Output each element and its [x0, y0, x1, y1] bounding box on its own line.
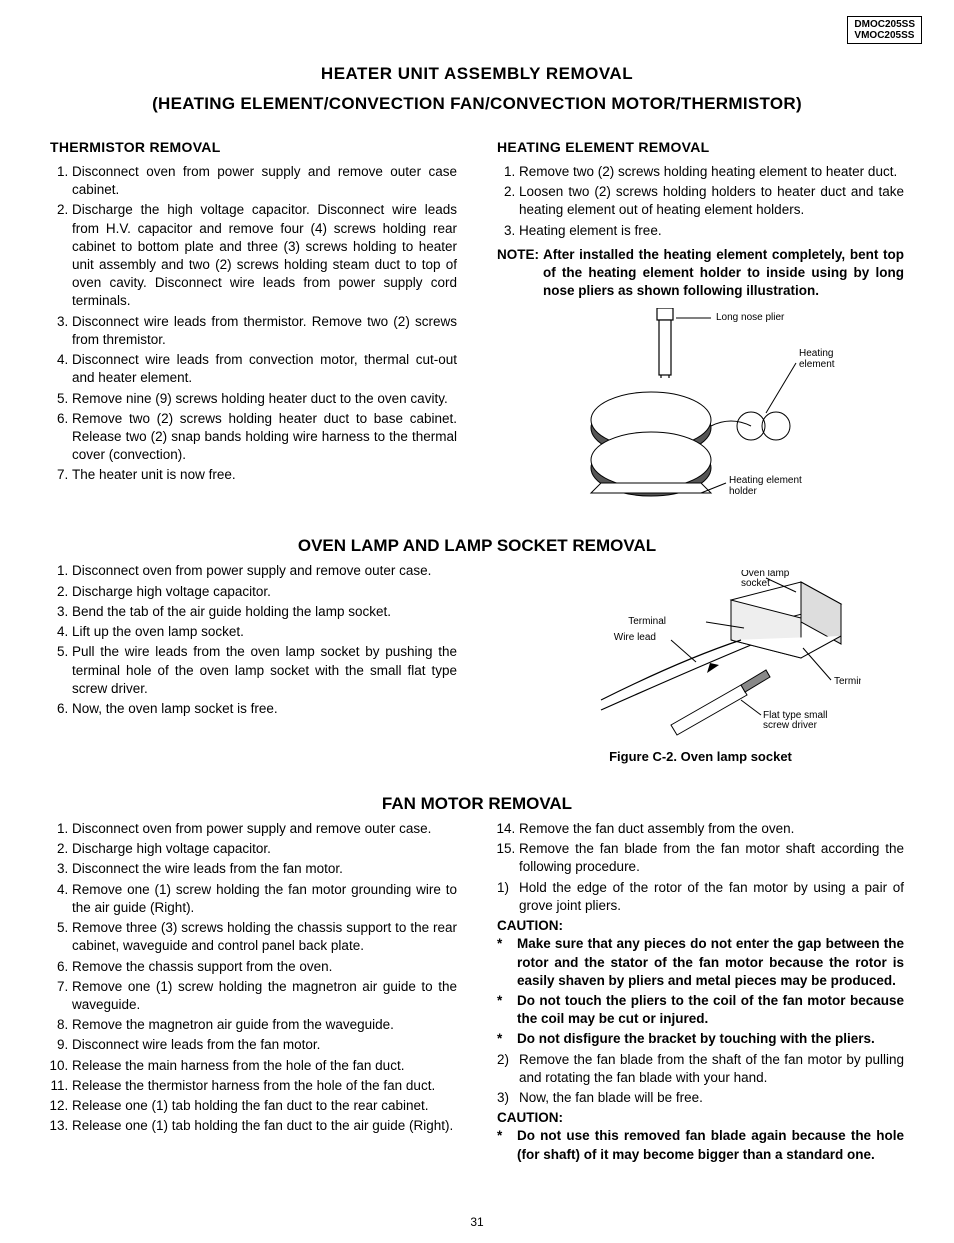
he-step: Remove two (2) screws holding heating el… [519, 163, 904, 181]
oven-lamp-step: Disconnect oven from power supply and re… [72, 562, 457, 580]
caution-1-label: CAUTION: [497, 917, 904, 935]
oven-lamp-step: Discharge high voltage capacitor. [72, 583, 457, 601]
fm-step: Disconnect oven from power supply and re… [72, 820, 457, 838]
fig-label-plier: Long nose plier [716, 312, 785, 323]
fm-step: Remove the chassis support from the oven… [72, 958, 457, 976]
fig-label-he: Heatingelement [799, 348, 835, 370]
he-step: Loosen two (2) screws holding holders to… [519, 183, 904, 219]
thermistor-step: Remove nine (9) screws holding heater du… [72, 390, 457, 408]
oven-lamp-step: Bend the tab of the air guide holding th… [72, 603, 457, 621]
fm-step: Discharge high voltage capacitor. [72, 840, 457, 858]
fm-step: Remove one (1) screw holding the magnetr… [72, 978, 457, 1014]
fig-label-holder: Heating elementholder [729, 475, 802, 497]
oven-lamp-steps: Disconnect oven from power supply and re… [50, 562, 457, 718]
fan-motor-row: Disconnect oven from power supply and re… [50, 820, 904, 1166]
oven-lamp-figure: Oven lampsocket Terminal Wire lead Termi… [497, 570, 904, 740]
oven-lamp-step: Now, the oven lamp socket is free. [72, 700, 457, 718]
svg-text:Wire lead: Wire lead [613, 632, 655, 643]
he-step: Heating element is free. [519, 222, 904, 240]
svg-text:Terminal: Terminal [628, 616, 666, 627]
svg-text:Flat type smallscrew driver: Flat type smallscrew driver [763, 710, 827, 731]
thermistor-step: The heater unit is now free. [72, 466, 457, 484]
thermistor-step: Disconnect wire leads from thermistor. R… [72, 313, 457, 349]
fm-step: Remove the fan duct assembly from the ov… [519, 820, 904, 838]
caution-item: *Make sure that any pieces do not enter … [497, 935, 904, 990]
oven-lamp-figure-col: Oven lampsocket Terminal Wire lead Termi… [497, 562, 904, 766]
fan-motor-title: FAN MOTOR REMOVAL [50, 794, 904, 814]
service-manual-page: DMOC205SS VMOC205SS HEATER UNIT ASSEMBLY… [0, 0, 954, 1243]
fan-motor-right-cont: Remove the fan duct assembly from the ov… [497, 820, 904, 877]
oven-lamp-row: Disconnect oven from power supply and re… [50, 562, 904, 766]
heating-element-note: NOTE: After installed the heating elemen… [497, 246, 904, 301]
svg-text:Terminal hole: Terminal hole [834, 676, 861, 687]
oven-lamp-title: OVEN LAMP AND LAMP SOCKET REMOVAL [50, 536, 904, 556]
fm-step: Release the thermistor harness from the … [72, 1077, 457, 1095]
page-number: 31 [0, 1215, 954, 1229]
heating-element-col: HEATING ELEMENT REMOVAL Remove two (2) s… [497, 138, 904, 508]
heater-unit-row: THERMISTOR REMOVAL Disconnect oven from … [50, 138, 904, 508]
fm-step: Remove three (3) screws holding the chas… [72, 919, 457, 955]
caution-2-list: *Do not use this removed fan blade again… [497, 1127, 904, 1163]
fm-step: Remove the fan blade from the fan motor … [519, 840, 904, 876]
thermistor-steps: Disconnect oven from power supply and re… [50, 163, 457, 485]
oven-lamp-step: Pull the wire leads from the oven lamp s… [72, 643, 457, 698]
heating-element-steps: Remove two (2) screws holding heating el… [497, 163, 904, 240]
fm-step: Disconnect wire leads from the fan motor… [72, 1036, 457, 1054]
oven-lamp-caption: Figure C-2. Oven lamp socket [497, 748, 904, 766]
model-line-2: VMOC205SS [854, 30, 915, 41]
caution-2-label: CAUTION: [497, 1109, 904, 1127]
oven-lamp-steps-col: Disconnect oven from power supply and re… [50, 562, 457, 766]
fm-step: Remove one (1) screw holding the fan mot… [72, 881, 457, 917]
caution-item: *Do not touch the pliers to the coil of … [497, 992, 904, 1028]
heating-element-figure: Long nose plier Heatingelement Heating e… [497, 308, 904, 508]
fan-motor-right-col: Remove the fan duct assembly from the ov… [497, 820, 904, 1166]
thermistor-step: Remove two (2) screws holding heater duc… [72, 410, 457, 465]
oven-lamp-step: Lift up the oven lamp socket. [72, 623, 457, 641]
note-label: NOTE: [497, 246, 539, 301]
fm-step: Release the main harness from the hole o… [72, 1057, 457, 1075]
fm-step: Release one (1) tab holding the fan duct… [72, 1117, 457, 1135]
main-title: HEATER UNIT ASSEMBLY REMOVAL [50, 64, 904, 84]
note-text: After installed the heating element comp… [539, 246, 904, 301]
model-number-box: DMOC205SS VMOC205SS [847, 16, 922, 44]
caution-item: *Do not disfigure the bracket by touchin… [497, 1030, 904, 1048]
caution-item: *Do not use this removed fan blade again… [497, 1127, 904, 1163]
model-line-1: DMOC205SS [854, 19, 915, 30]
thermistor-step: Disconnect oven from power supply and re… [72, 163, 457, 199]
fan-motor-left-steps: Disconnect oven from power supply and re… [50, 820, 457, 1136]
thermistor-col: THERMISTOR REMOVAL Disconnect oven from … [50, 138, 457, 508]
fm-sub-2: 2)Remove the fan blade from the shaft of… [497, 1051, 904, 1087]
thermistor-step: Disconnect wire leads from convection mo… [72, 351, 457, 387]
fan-motor-left-col: Disconnect oven from power supply and re… [50, 820, 457, 1166]
fm-sub-3: 3)Now, the fan blade will be free. [497, 1089, 904, 1107]
fm-step: Release one (1) tab holding the fan duct… [72, 1097, 457, 1115]
heating-element-heading: HEATING ELEMENT REMOVAL [497, 138, 904, 157]
thermistor-step: Discharge the high voltage capacitor. Di… [72, 201, 457, 310]
fm-step: Disconnect the wire leads from the fan m… [72, 860, 457, 878]
caution-1-list: *Make sure that any pieces do not enter … [497, 935, 904, 1048]
fan-motor-subprocedure-2: 2)Remove the fan blade from the shaft of… [497, 1051, 904, 1108]
fan-motor-subprocedure: 1)Hold the edge of the rotor of the fan … [497, 879, 904, 915]
fm-sub-1: 1)Hold the edge of the rotor of the fan … [497, 879, 904, 915]
thermistor-heading: THERMISTOR REMOVAL [50, 138, 457, 157]
sub-title: (HEATING ELEMENT/CONVECTION FAN/CONVECTI… [50, 94, 904, 114]
fm-step: Remove the magnetron air guide from the … [72, 1016, 457, 1034]
